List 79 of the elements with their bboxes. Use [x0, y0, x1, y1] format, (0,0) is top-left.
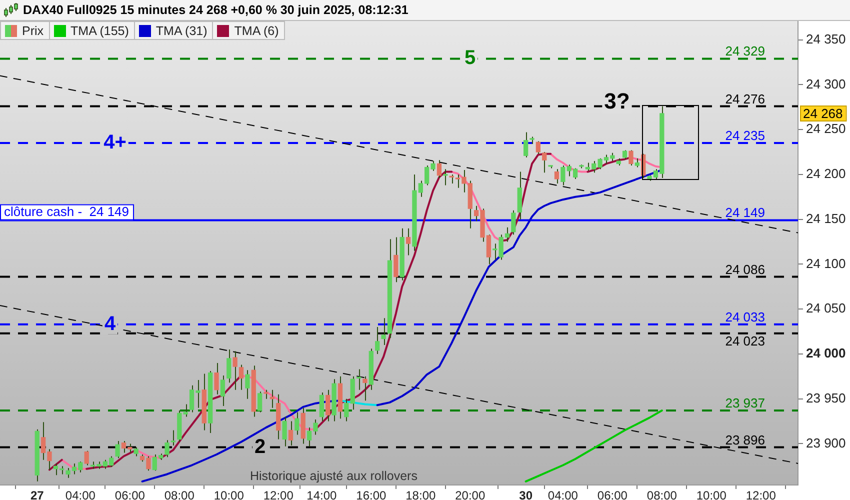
candlestick — [245, 370, 250, 400]
candlestick — [523, 132, 528, 158]
candlestick — [294, 412, 300, 436]
legend-label: TMA (6) — [234, 24, 279, 38]
annotation: 5 — [464, 47, 476, 70]
text: 24 268 — [803, 106, 843, 122]
ref-line-label: 24 033 — [725, 309, 765, 324]
x-tick-label: 27 — [30, 488, 44, 500]
y-tick-label: 24 350 — [806, 31, 846, 46]
ref-line-label: 23 937 — [725, 396, 765, 411]
candlestick — [375, 326, 380, 354]
x-tick-label: 04:00 — [65, 488, 96, 500]
candlestick — [257, 391, 262, 413]
legend-label: TMA (155) — [70, 24, 129, 38]
candlestick — [84, 450, 89, 466]
candlestick — [326, 389, 330, 422]
x-tick-label: 04:00 — [548, 488, 578, 500]
y-tick-label: 24 300 — [806, 76, 846, 92]
legend-label: Prix — [22, 24, 44, 38]
candlestick — [536, 140, 541, 154]
candlestick — [226, 348, 232, 384]
annotation: clôture cash - 24 149 — [4, 204, 130, 220]
candlestick — [406, 228, 411, 256]
annotation: 4+ — [104, 132, 126, 154]
candlestick — [542, 152, 547, 174]
candlestick — [381, 318, 386, 346]
x-tick-label: 06:00 — [597, 488, 628, 500]
candlestick — [214, 362, 219, 395]
candlestick — [344, 398, 349, 422]
candlestick — [628, 150, 634, 166]
ref-line-label: 24 276 — [725, 91, 765, 106]
ref-line-label: 24 149 — [725, 205, 765, 220]
y-tick-label: 23 900 — [806, 435, 846, 450]
x-tick-label: 12:00 — [746, 488, 776, 500]
y-tick-label: 24 250 — [806, 121, 846, 136]
chart-title: DAX40 Full0925 15 minutes 24 268 +0,60 % 30 juin 2025, 08:12:31 — [23, 2, 408, 19]
candlestick — [554, 168, 560, 184]
candlestick — [220, 375, 226, 407]
y-tick-label: 24 200 — [806, 166, 846, 182]
ref-line-label: 24 235 — [725, 128, 765, 144]
legend-label: TMA (31) — [156, 24, 208, 38]
candlestick — [282, 416, 287, 447]
x-tick-label: 08:00 — [646, 488, 678, 500]
candlestick — [511, 210, 516, 236]
candlestick — [436, 160, 442, 179]
x-tick-label: 14:00 — [306, 488, 338, 500]
annotation: 2 — [254, 436, 266, 458]
ref-line-label: 24 329 — [725, 44, 765, 59]
y-tick-label: 23 950 — [806, 390, 846, 406]
x-tick-label: 30 — [519, 488, 533, 500]
candlestick — [288, 420, 294, 446]
candlestick — [232, 350, 238, 390]
x-tick-label: 18:00 — [406, 488, 436, 500]
x-tick-label: 10:00 — [214, 488, 244, 500]
candlestick — [170, 430, 176, 446]
y-tick-label: 24 050 — [806, 300, 846, 316]
x-tick-label: 06:00 — [114, 488, 146, 500]
x-tick-label: 12:00 — [263, 488, 294, 500]
x-tick-label: 16:00 — [356, 488, 387, 500]
candlestick — [394, 236, 398, 283]
x-tick-label: 20:00 — [455, 488, 486, 500]
x-tick-label: 08:00 — [164, 488, 195, 500]
ref-line-label: 24 023 — [725, 333, 765, 348]
candlestick — [238, 364, 244, 390]
annotation: Historique ajusté aux rollovers — [250, 469, 418, 483]
candlestick — [270, 389, 275, 408]
candlestick — [319, 392, 324, 422]
x-tick-label: 10:00 — [696, 488, 727, 500]
ref-line-label: 23 896 — [725, 432, 765, 448]
ref-line-label: 24 086 — [725, 262, 765, 277]
annotation: 4 — [104, 312, 116, 335]
candlestick — [183, 404, 188, 418]
candlestick — [115, 440, 120, 459]
y-tick-label: 24 000 — [806, 346, 846, 361]
candlestick — [164, 440, 170, 458]
y-tick-label: 24 100 — [806, 256, 846, 271]
y-tick-label: 24 150 — [806, 210, 846, 226]
candlestick — [362, 376, 368, 402]
annotation: 3? — [604, 88, 630, 114]
